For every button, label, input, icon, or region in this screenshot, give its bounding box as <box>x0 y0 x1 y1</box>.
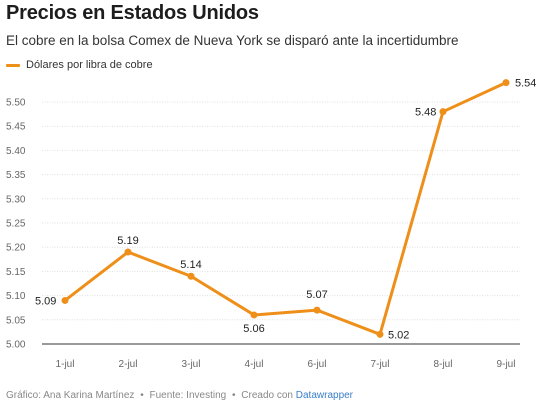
data-label: 5.19 <box>117 235 138 247</box>
footer-separator: • <box>140 390 144 401</box>
legend-label: Dólares por libra de cobre <box>26 59 153 71</box>
footer: Gráfico: Ana Karina Martínez • Fuente: I… <box>6 390 353 401</box>
data-label: 5.14 <box>180 259 201 271</box>
footer-author: Gráfico: Ana Karina Martínez <box>6 390 135 401</box>
x-tick-label: 9-jul <box>497 359 516 370</box>
footer-created-with: Creado con <box>241 390 293 401</box>
x-tick-label: 1-jul <box>56 359 75 370</box>
y-tick-label: 5.25 <box>6 219 26 230</box>
y-tick-label: 5.35 <box>6 170 26 181</box>
data-label: 5.09 <box>35 295 56 307</box>
data-label: 5.02 <box>388 329 409 341</box>
chart-title: Precios en Estados Unidos <box>6 2 259 24</box>
data-label: 5.48 <box>415 107 436 119</box>
chart-subtitle: El cobre en la bolsa Comex de Nueva York… <box>6 33 459 48</box>
y-tick-label: 5.05 <box>6 315 26 326</box>
x-tick-label: 3-jul <box>182 359 201 370</box>
y-tick-label: 5.10 <box>6 291 26 302</box>
data-point <box>61 296 69 304</box>
data-point <box>376 330 384 338</box>
data-point <box>250 311 258 319</box>
data-point <box>502 79 510 87</box>
footer-source: Fuente: Investing <box>149 390 227 401</box>
x-tick-label: 4-jul <box>245 359 264 370</box>
legend: Dólares por libra de cobre <box>6 59 153 71</box>
x-tick-label: 6-jul <box>308 359 327 370</box>
data-label: 5.07 <box>306 289 327 301</box>
y-tick-label: 5.30 <box>6 194 26 205</box>
data-label: 5.54 <box>515 78 536 90</box>
y-tick-label: 5.50 <box>6 98 26 109</box>
y-tick-label: 5.40 <box>6 146 26 157</box>
data-label: 5.06 <box>243 323 264 335</box>
y-tick-label: 5.45 <box>6 122 26 133</box>
x-tick-label: 2-jul <box>119 359 138 370</box>
data-point <box>124 248 132 256</box>
y-tick-label: 5.20 <box>6 243 26 254</box>
data-point <box>439 108 447 116</box>
legend-swatch <box>6 63 20 67</box>
x-tick-label: 7-jul <box>371 359 390 370</box>
series-line <box>63 81 508 336</box>
datawrapper-link[interactable]: Datawrapper <box>295 390 354 401</box>
footer-separator: • <box>231 390 236 401</box>
data-point <box>313 306 321 314</box>
y-tick-label: 5.15 <box>6 267 26 278</box>
y-tick-label: 5.00 <box>6 340 26 351</box>
data-point <box>187 272 195 280</box>
x-tick-label: 8-jul <box>434 359 453 370</box>
